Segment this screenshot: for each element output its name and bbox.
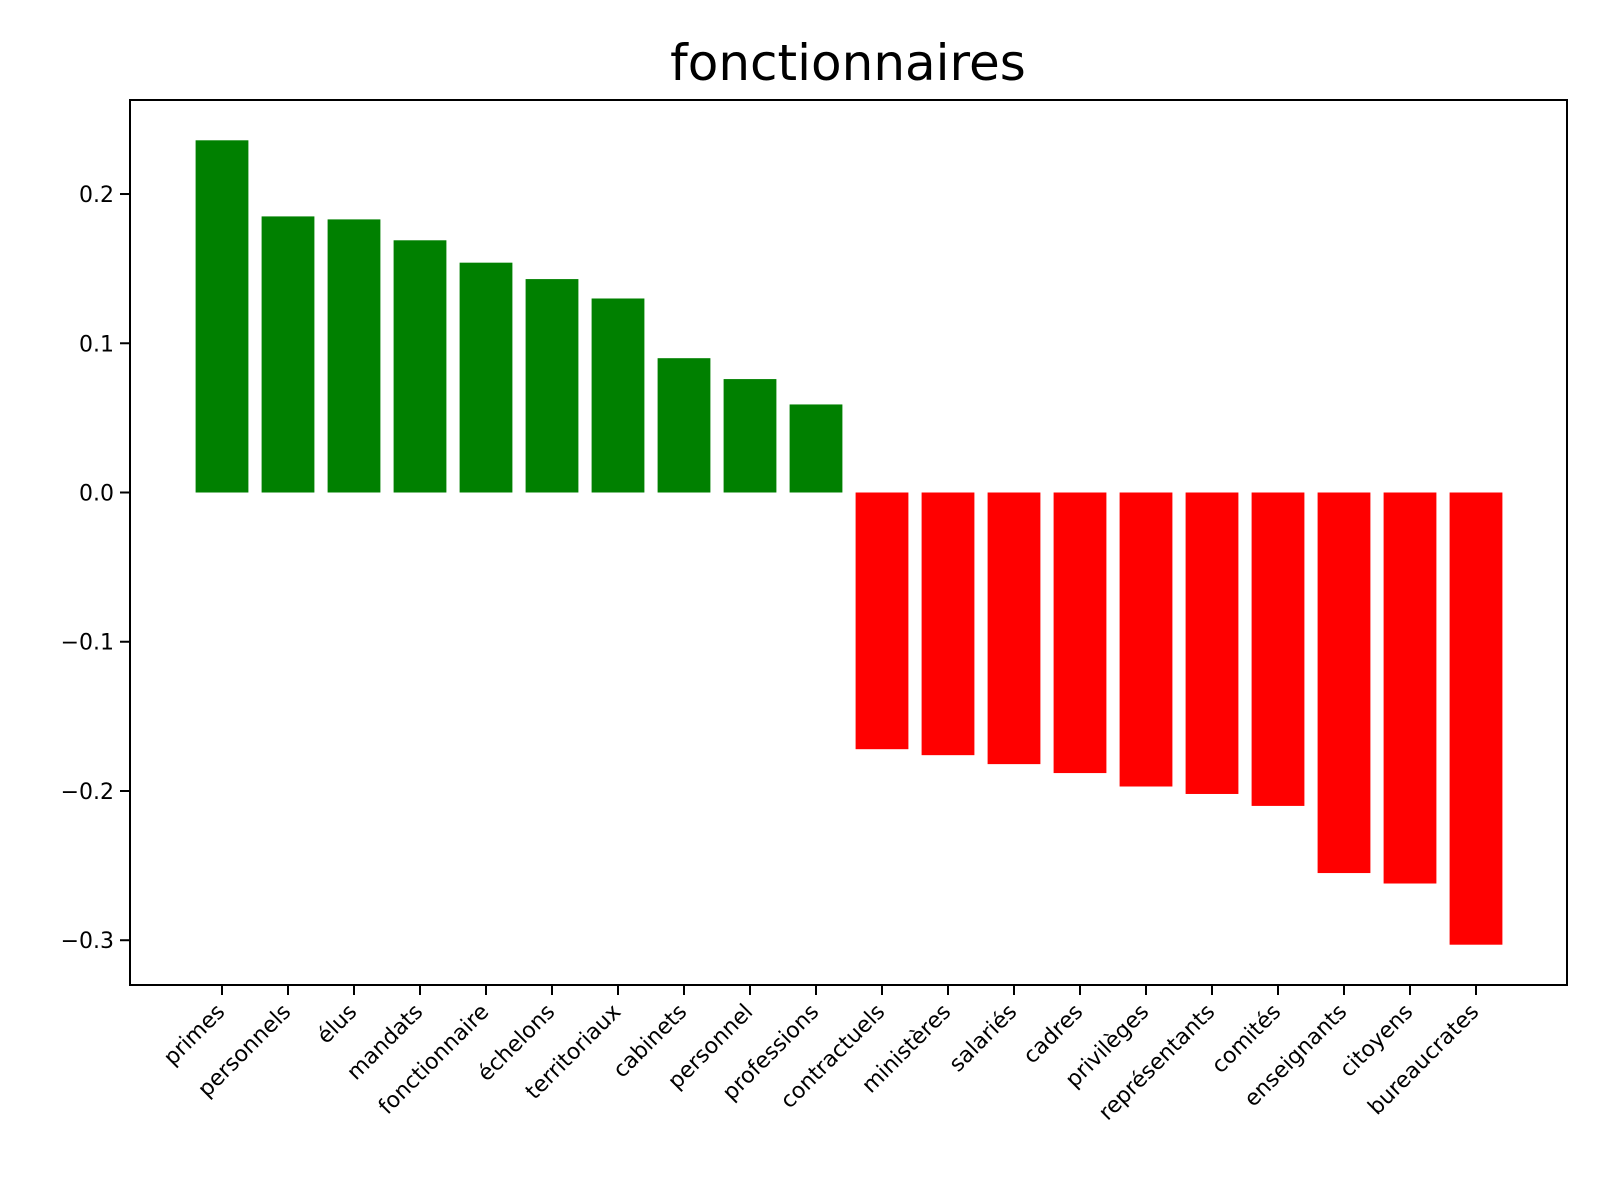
bar-professions — [789, 404, 843, 493]
bar-mandats — [393, 240, 447, 493]
bar-représentants — [1185, 492, 1239, 794]
bar-personnels — [261, 216, 315, 493]
bar-ministères — [921, 492, 975, 756]
bar-bureaucrates — [1449, 492, 1503, 945]
plot-frame — [129, 99, 1568, 986]
y-tick-label: −0.1 — [61, 631, 114, 656]
bar-contractuels — [855, 492, 909, 750]
y-tick-label: 0.1 — [79, 332, 114, 357]
bar-enseignants — [1317, 492, 1371, 874]
bar-privilèges — [1119, 492, 1173, 787]
y-tick-label: 0.2 — [79, 183, 114, 208]
bar-primes — [195, 140, 249, 493]
bar-personnel — [723, 379, 777, 493]
y-axis: 0.2 0.1 0.0 −0.1 −0.2 −0.3 — [61, 183, 130, 954]
bar-cadres — [1053, 492, 1107, 774]
bar-citoyens — [1383, 492, 1437, 884]
bar-fonctionnaire — [459, 262, 513, 493]
x-tick-label: salariés — [945, 1000, 1023, 1078]
y-tick-label: −0.3 — [61, 929, 114, 954]
bar-échelons — [525, 279, 579, 493]
bar-salariés — [987, 492, 1041, 765]
bar-territoriaux — [591, 298, 645, 493]
x-tick-label: représentants — [1094, 1000, 1220, 1126]
bars-group — [195, 140, 1503, 945]
x-tick-label: élus — [313, 1000, 363, 1050]
chart-title: fonctionnaires — [670, 34, 1026, 92]
bar-cabinets — [657, 358, 711, 493]
bar-élus — [327, 219, 381, 493]
bar-comités — [1251, 492, 1305, 806]
y-tick-label: 0.0 — [79, 482, 114, 507]
y-tick-label: −0.2 — [61, 780, 114, 805]
